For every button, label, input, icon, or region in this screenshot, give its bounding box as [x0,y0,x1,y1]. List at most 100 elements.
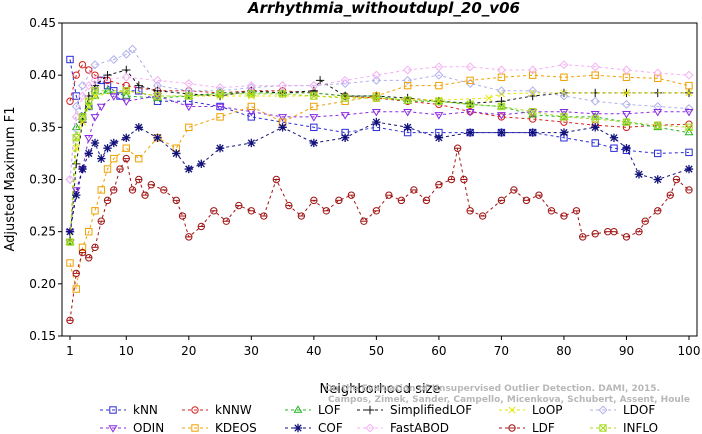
data-point-cof [247,138,256,148]
data-point-ldf [85,254,93,262]
data-point-ldf [410,186,418,194]
legend-label-simplifiedlof: SimplifiedLOF [390,403,472,417]
data-point-cof [372,117,381,127]
series-fastabod [65,60,694,185]
data-point-cof [109,138,118,148]
data-point-cof [172,149,181,158]
data-point-ldof [434,70,444,80]
series-kdeos [66,71,693,293]
data-point-inflo [72,134,80,142]
data-point-inflo [310,92,318,100]
legend-marker-simplifiedlof [365,405,375,415]
x-tick-label: 1 [66,344,74,358]
data-point-knnw [66,97,74,105]
data-point-loop [485,94,493,102]
data-point-loop [685,89,693,97]
legend-label-loop: LoOP [532,403,563,417]
data-point-inflo [341,94,349,102]
data-point-knn [66,55,74,64]
data-point-simplifiedlof [103,70,112,80]
data-point-cof [72,190,81,200]
data-point-ldf [335,196,343,205]
series-inflo [66,87,693,246]
series-line-inflo [69,90,690,243]
series-line-lof [69,90,690,243]
data-point-loop [529,89,537,97]
data-point-kdeos [91,207,99,215]
y-axis-label: Adjusted Maximum F1 [3,107,18,252]
data-point-cof [609,133,619,142]
data-point-knn [103,81,112,90]
data-point-ldf [91,243,99,252]
data-point-cof [134,123,143,132]
data-point-knnw [497,113,506,121]
data-point-lof [184,91,194,99]
data-point-fastabod [84,81,94,91]
data-point-fastabod [496,65,506,75]
data-point-odin [434,112,444,120]
legend-label-ldof: LDOF [623,403,655,417]
legend-item-cof: COF [285,421,343,434]
data-point-ldof [121,49,131,59]
data-point-cof [528,128,537,137]
x-tick-label: 80 [556,344,571,358]
data-point-ldf [672,175,681,184]
data-point-simplifiedlof [309,86,319,96]
data-point-inflo [560,113,568,121]
watermark-line-1: On the Evaluation of Unsupervised Outlie… [325,384,660,394]
data-point-knn [310,123,318,132]
data-point-ldf [110,186,118,194]
data-point-lof [121,91,131,99]
data-point-fastabod [653,68,663,78]
data-point-cof [103,144,112,153]
data-point-simplifiedlof [497,97,506,106]
data-point-knnw [85,66,93,74]
legend-item-knn: kNN [100,403,158,417]
legend-item-odin: ODIN [100,421,164,434]
legend-marker-ldf [508,424,516,432]
data-point-fastabod [184,79,194,89]
data-point-kdeos [654,74,662,82]
data-point-lof [309,88,319,96]
data-point-ldof [590,96,600,106]
data-point-ldf [385,191,393,199]
data-point-fastabod [559,60,569,70]
data-point-inflo [216,90,224,98]
data-point-cof [84,149,93,158]
data-point-kdeos [528,71,537,79]
data-point-fastabod [90,75,100,85]
data-point-ldf [460,175,468,184]
data-point-ldf [72,269,80,278]
data-point-ldf [360,217,368,225]
data-point-fastabod [465,62,475,72]
legend-item-simplifiedlof: SimplifiedLOF [357,403,472,417]
legend-label-ldf: LDF [532,421,555,434]
series-line-simplifiedlof [69,69,689,241]
data-point-inflo [66,238,74,246]
data-point-lof [496,101,506,110]
data-point-cof [97,154,106,163]
y-tick-label: 0.15 [29,329,56,343]
data-point-kdeos [66,259,74,267]
data-point-inflo [185,92,193,100]
legend-marker-odin [108,425,118,433]
y-tick-label: 0.45 [29,16,56,30]
x-tick-label: 30 [244,344,259,358]
data-point-ldf [635,227,643,236]
data-point-fastabod [528,65,538,75]
data-point-ldf [103,196,112,205]
legend-marker-loop [508,406,516,414]
data-point-kdeos [122,144,130,152]
legend-label-cof: COF [318,421,343,434]
data-point-ldf [247,207,256,215]
data-point-kdeos [435,81,443,90]
data-point-ldof [465,79,475,89]
data-point-odin [496,112,506,120]
data-point-ldof [684,104,694,114]
data-point-knn [591,139,599,147]
data-point-odin [340,112,350,120]
data-point-odin [590,111,600,119]
data-point-kdeos [185,123,193,132]
legend-item-inflo: INFLO [590,421,658,434]
